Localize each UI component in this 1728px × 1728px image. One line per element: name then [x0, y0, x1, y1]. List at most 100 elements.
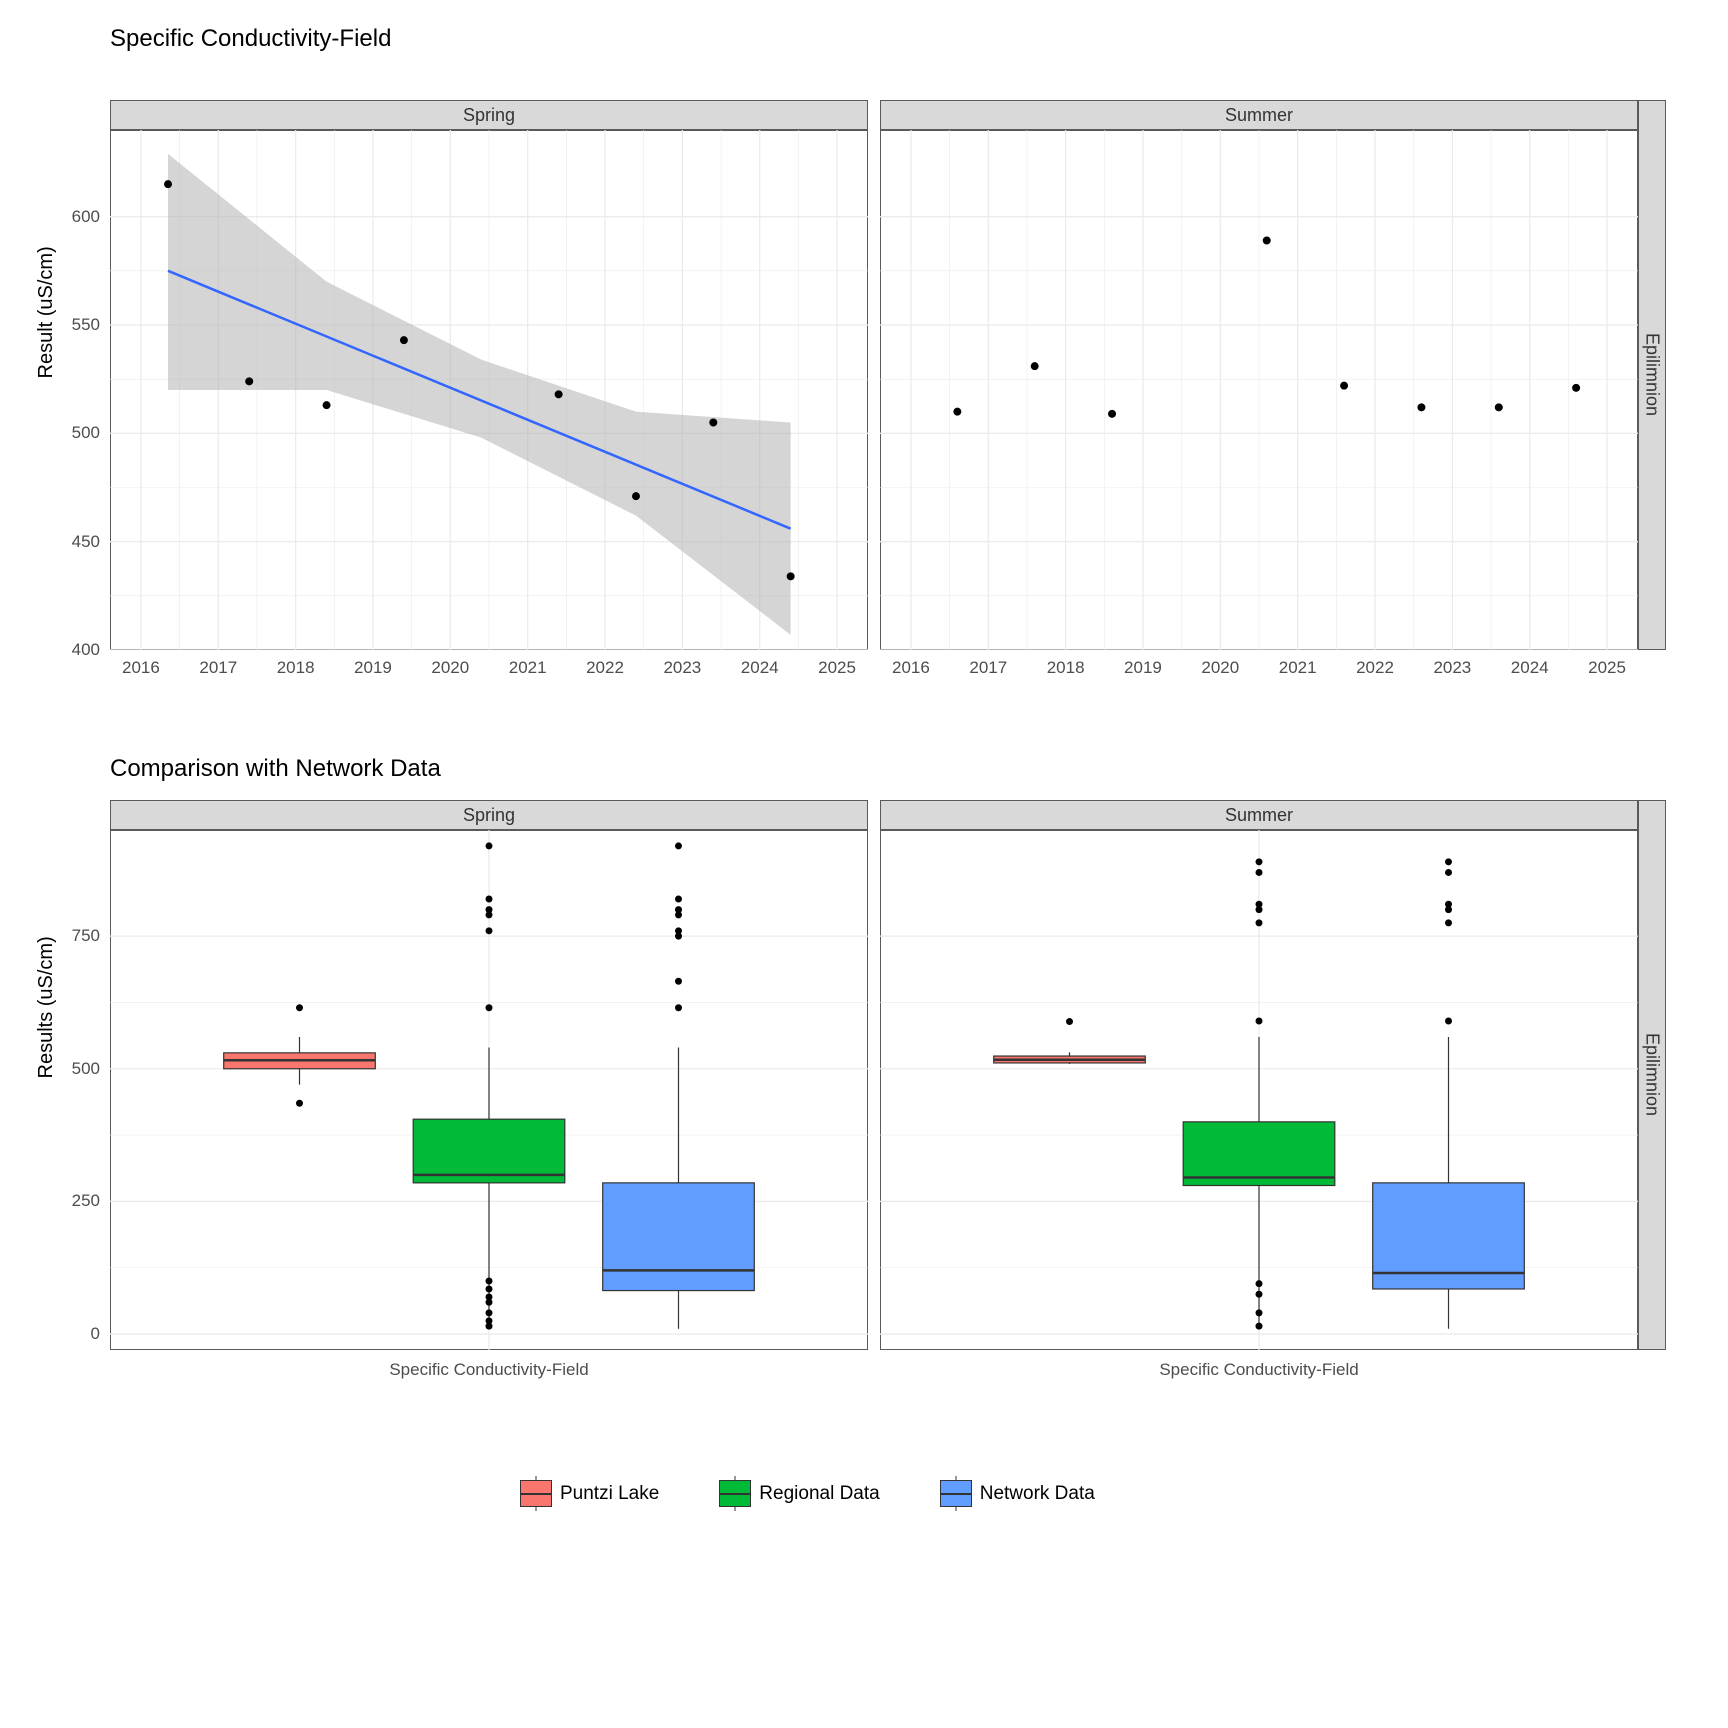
- x-tick: Specific Conductivity-Field: [1159, 1360, 1358, 1380]
- x-tick: 2016: [892, 658, 930, 678]
- outlier: [1256, 1018, 1263, 1025]
- y-tick: 500: [72, 423, 100, 443]
- data-point: [1340, 382, 1348, 390]
- x-tick: 2022: [586, 658, 624, 678]
- legend-label: Regional Data: [759, 1483, 879, 1505]
- x-tick: 2021: [509, 658, 547, 678]
- x-tick: 2022: [1356, 658, 1394, 678]
- x-tick: 2019: [1124, 658, 1162, 678]
- legend-label: Network Data: [980, 1483, 1095, 1505]
- outlier: [675, 911, 682, 918]
- outlier: [1256, 1280, 1263, 1287]
- y-tick: 600: [72, 207, 100, 227]
- outlier: [1256, 1291, 1263, 1298]
- facet-strip-top: Summer: [880, 800, 1638, 830]
- bottom-chart-title: Comparison with Network Data: [110, 755, 441, 783]
- outlier: [675, 1004, 682, 1011]
- legend-item: Network Data: [940, 1480, 1095, 1507]
- top-chart-title: Specific Conductivity-Field: [110, 25, 391, 53]
- facet-strip-top: Summer: [880, 100, 1638, 130]
- outlier: [296, 1004, 303, 1011]
- outlier: [486, 1309, 493, 1316]
- outlier: [1256, 869, 1263, 876]
- x-tick: 2024: [1511, 658, 1549, 678]
- outlier: [1445, 1018, 1452, 1025]
- outlier: [1256, 1309, 1263, 1316]
- x-tick: 2016: [122, 658, 160, 678]
- bottom-y-label: Results (uS/cm): [35, 936, 58, 1078]
- legend: Puntzi Lake Regional Data Network Data: [520, 1480, 1095, 1507]
- outlier: [1445, 869, 1452, 876]
- outlier: [1445, 906, 1452, 913]
- box: [603, 1183, 755, 1291]
- y-tick: 400: [72, 640, 100, 660]
- legend-label: Puntzi Lake: [560, 1483, 659, 1505]
- x-tick: 2018: [1047, 658, 1085, 678]
- outlier: [675, 978, 682, 985]
- legend-swatch: [719, 1480, 751, 1507]
- data-point: [1417, 403, 1425, 411]
- data-point: [1495, 403, 1503, 411]
- outlier: [486, 1285, 493, 1292]
- outlier: [675, 895, 682, 902]
- outlier: [1256, 1323, 1263, 1330]
- x-tick: 2024: [741, 658, 779, 678]
- x-tick: 2023: [663, 658, 701, 678]
- data-point: [1263, 237, 1271, 245]
- facet-strip-top: Spring: [110, 800, 868, 830]
- outlier: [486, 1278, 493, 1285]
- data-point: [1031, 362, 1039, 370]
- outlier: [1256, 906, 1263, 913]
- data-point: [245, 377, 253, 385]
- x-tick: 2020: [431, 658, 469, 678]
- outlier: [675, 933, 682, 940]
- y-tick: 500: [72, 1059, 100, 1079]
- legend-item: Regional Data: [719, 1480, 879, 1507]
- regression-line: [168, 271, 791, 529]
- facet-strip-right: Epilimnion: [1638, 100, 1666, 650]
- data-point: [555, 390, 563, 398]
- outlier: [486, 842, 493, 849]
- data-point: [400, 336, 408, 344]
- x-tick: 2017: [199, 658, 237, 678]
- legend-swatch: [940, 1480, 972, 1507]
- confidence-ribbon: [168, 154, 791, 635]
- outlier: [486, 895, 493, 902]
- x-tick: 2017: [969, 658, 1007, 678]
- facet-strip-right: Epilimnion: [1638, 800, 1666, 1350]
- data-point: [787, 572, 795, 580]
- box: [1183, 1122, 1335, 1186]
- outlier: [486, 1323, 493, 1330]
- legend-swatch: [520, 1480, 552, 1507]
- data-point: [709, 419, 717, 427]
- y-tick: 450: [72, 532, 100, 552]
- outlier: [486, 911, 493, 918]
- y-tick: 0: [91, 1324, 100, 1344]
- outlier: [675, 842, 682, 849]
- data-point: [1108, 410, 1116, 418]
- outlier: [296, 1100, 303, 1107]
- y-tick: 550: [72, 315, 100, 335]
- x-tick: 2021: [1279, 658, 1317, 678]
- outlier: [486, 927, 493, 934]
- x-tick: 2023: [1433, 658, 1471, 678]
- outlier: [1066, 1018, 1073, 1025]
- outlier: [486, 1299, 493, 1306]
- data-point: [953, 408, 961, 416]
- outlier: [1256, 858, 1263, 865]
- data-point: [164, 180, 172, 188]
- y-tick: 750: [72, 926, 100, 946]
- data-point: [632, 492, 640, 500]
- x-tick: 2025: [818, 658, 856, 678]
- x-tick: 2018: [277, 658, 315, 678]
- x-tick: 2020: [1201, 658, 1239, 678]
- legend-item: Puntzi Lake: [520, 1480, 659, 1507]
- top-y-label: Result (uS/cm): [35, 246, 58, 378]
- outlier: [486, 1004, 493, 1011]
- x-tick: 2019: [354, 658, 392, 678]
- facet-strip-top: Spring: [110, 100, 868, 130]
- y-tick: 250: [72, 1191, 100, 1211]
- x-tick: Specific Conductivity-Field: [389, 1360, 588, 1380]
- outlier: [1445, 919, 1452, 926]
- outlier: [1445, 858, 1452, 865]
